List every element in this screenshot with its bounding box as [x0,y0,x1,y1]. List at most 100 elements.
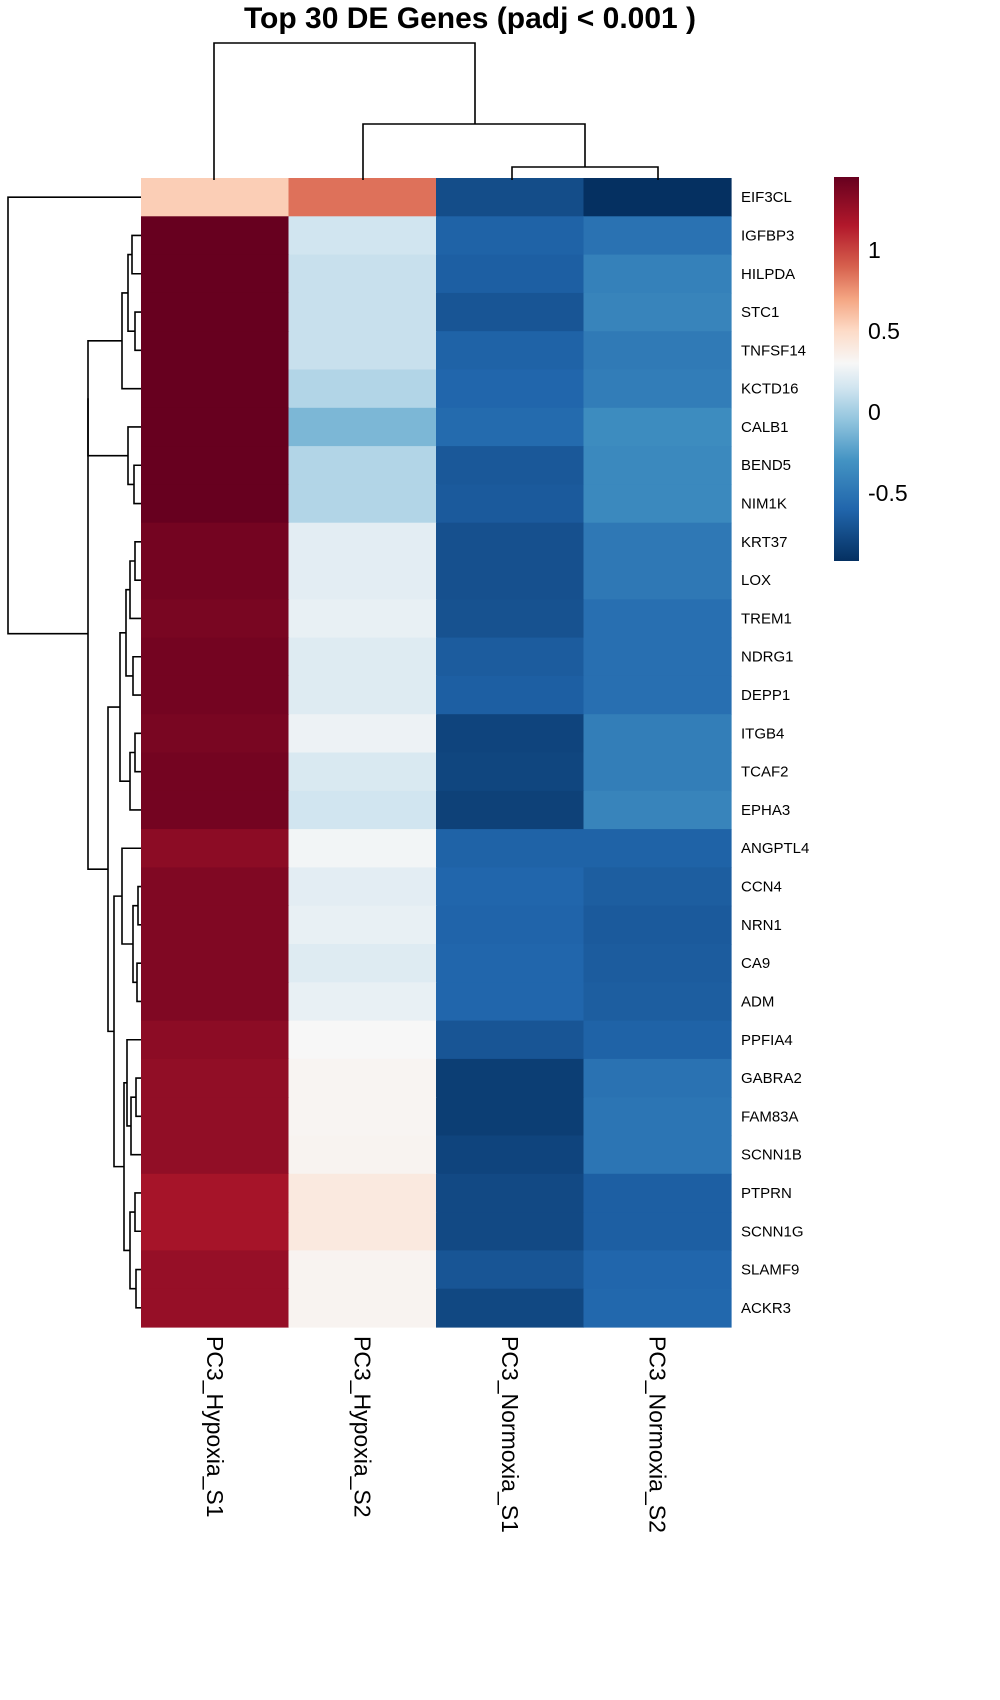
heatmap-cell [583,790,732,830]
row-label: GABRA2 [741,1070,802,1087]
column-labels: PC3_Hypoxia_S1 PC3_Hypoxia_S2 PC3_Normoxia… [202,1336,670,1533]
heatmap-cell [288,1212,437,1251]
heatmap-cell [141,905,290,945]
heatmap-cell [583,1212,732,1251]
heatmap-cell [583,407,732,447]
heatmap-cell [288,1250,437,1290]
row-dendro-link [87,398,108,870]
heatmap-cell [288,944,437,983]
row-dendro-link [137,885,141,926]
row-dendro-link [132,655,141,696]
heatmap-cell [583,1288,732,1328]
heatmap-cell [141,1135,290,1175]
heatmap-cell [288,1173,437,1213]
heatmap-cell [436,407,585,447]
heatmap-cell [583,752,732,792]
heatmap-cell [436,484,585,524]
column-label: PC3_Hypoxia_S2 [349,1336,375,1518]
heatmap-cell [583,561,732,600]
heatmap-cell [436,522,585,562]
heatmap-cell [141,675,290,715]
heatmap-cell [436,292,585,332]
heatmap-cell [583,1020,732,1060]
color-legend: 1 0.5 0 -0.5 [834,177,908,561]
col-dendro-link [362,123,586,180]
row-label: CCN4 [741,879,782,896]
row-label: ITGB4 [741,725,784,742]
heatmap-cell [141,331,290,371]
heatmap-cell [288,982,437,1022]
row-dendro-link [134,311,141,352]
heatmap-cell [583,1135,732,1175]
row-label: ANGPTL4 [741,840,809,857]
heatmap-cell [141,446,290,485]
heatmap-cell [436,446,585,485]
heatmap-cell [141,484,290,524]
row-dendro-link [126,1038,141,1127]
heatmap-cell [141,407,290,447]
legend-ticks: 1 0.5 0 -0.5 [868,237,908,506]
heatmap-cell [436,714,585,754]
row-label: KCTD16 [741,381,799,398]
heatmap-cell [436,369,585,409]
heatmap-cell [436,1288,585,1328]
heatmap-cell [288,331,437,371]
heatmap-cell [583,714,732,754]
heatmap-cell [436,982,585,1022]
row-label: NRN1 [741,917,782,934]
row-label: CALB1 [741,419,789,436]
heatmap-cell [288,752,437,792]
heatmap-cell [436,637,585,677]
heatmap-cell [288,637,437,677]
col-dendro-link [511,166,659,180]
heatmap-cell [436,1097,585,1137]
legend-tick-label: 0.5 [868,318,900,344]
heatmap-cell [583,1097,732,1137]
col-dendro-link [213,42,476,180]
row-label: LOX [741,572,771,589]
row-label: KRT37 [741,534,787,551]
heatmap-cell [583,522,732,562]
heatmap-cell [583,254,732,294]
row-dendro-link [135,1268,141,1309]
heatmap-cell [583,1058,732,1098]
heatmap-cell [141,561,290,600]
row-dendro-link [135,1077,141,1118]
heatmap-cell [141,829,290,868]
row-label: SLAMF9 [741,1262,799,1279]
row-dendro-link [134,732,141,773]
heatmap-cell [583,331,732,371]
heatmap-cell [288,254,437,294]
heatmap-cell [436,599,585,639]
column-label: PC3_Normoxia_S2 [644,1336,670,1533]
heatmap-cell [583,369,732,409]
heatmap-cell [141,1020,290,1060]
heatmap-cell [436,790,585,830]
row-label: EPHA3 [741,802,790,819]
heatmap-cell [141,1097,290,1137]
heatmap-cell [436,178,585,217]
heatmap-cell [288,867,437,907]
column-label: PC3_Normoxia_S1 [497,1336,523,1533]
row-label: BEND5 [741,457,791,474]
legend-tick-label: -0.5 [868,480,908,506]
heatmap-cell [436,829,585,868]
heatmap-cell [583,484,732,524]
column-dendrogram [213,42,659,180]
heatmap-cell [583,292,732,332]
heatmap-cell [288,216,437,256]
heatmap-cell [436,752,585,792]
row-dendro-link [136,962,141,1003]
row-dendro-link [119,632,130,783]
heatmap-cell [436,1058,585,1098]
heatmap-cell [141,1250,290,1290]
heatmap-cell [436,675,585,715]
heatmap-cell [436,216,585,256]
heatmap-cell [288,1058,437,1098]
heatmap-cell [583,829,732,868]
heatmap-cell [436,1173,585,1213]
heatmap-cell [436,561,585,600]
heatmap-cell [288,905,437,945]
heatmap-cell [288,675,437,715]
heatmap-cell [288,292,437,332]
